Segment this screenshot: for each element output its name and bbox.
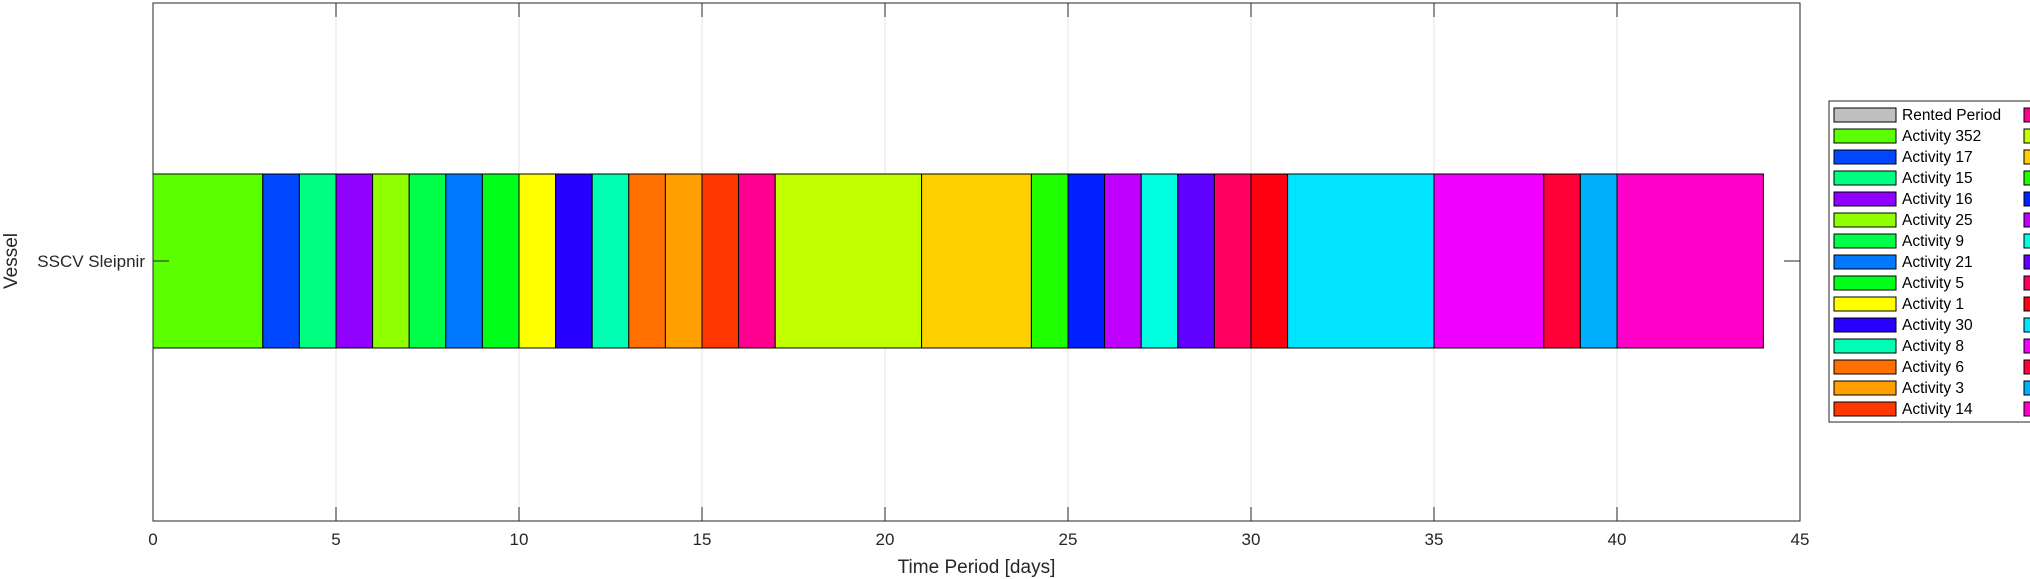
x-tick-label: 30 xyxy=(1242,530,1261,549)
legend-swatch xyxy=(1833,128,1897,144)
legend-label: Activity 6 xyxy=(1902,359,1964,376)
legend-label: Activity 14 xyxy=(1902,401,1973,418)
legend-label: Activity 16 xyxy=(1902,191,1973,208)
legend-label: Activity 5 xyxy=(1902,275,1964,292)
legend-swatch xyxy=(1833,296,1897,312)
activity-bar xyxy=(262,173,300,349)
legend-swatch xyxy=(1833,107,1897,123)
activity-bar xyxy=(1104,173,1142,349)
legend: Rented Period Activity 352 Activity 17 Acti… xyxy=(1828,100,2030,423)
legend-swatch-col2 xyxy=(2023,233,2030,249)
legend-label: Activity 3 xyxy=(1902,380,1964,397)
legend-swatch-col2 xyxy=(2023,170,2030,186)
x-tick-label: 0 xyxy=(148,530,157,549)
activity-bar xyxy=(1030,173,1069,349)
activity-bar xyxy=(555,173,593,349)
axis-ticks: 0 5 10 15 20 25 30 35 40 45 xyxy=(148,3,1809,549)
activity-bar xyxy=(1250,173,1289,349)
legend-swatch xyxy=(1833,380,1897,396)
legend-swatch xyxy=(1833,149,1897,165)
activity-bar xyxy=(1177,173,1215,349)
legend-swatch-col2 xyxy=(2023,296,2030,312)
legend-label: Activity 15 xyxy=(1902,170,1973,187)
activity-bar xyxy=(738,173,776,349)
legend-swatch xyxy=(1833,359,1897,375)
activity-bar xyxy=(1543,173,1581,349)
activity-bar xyxy=(1579,173,1618,349)
activity-bar xyxy=(701,173,740,349)
x-axis-title: Time Period [days] xyxy=(898,557,1056,578)
y-tick-label: SSCV Sleipnir xyxy=(37,252,145,271)
x-tick-label: 15 xyxy=(693,530,712,549)
legend-label: Activity 8 xyxy=(1902,338,1964,355)
legend-label: Activity 17 xyxy=(1902,149,1973,166)
activity-bar xyxy=(298,173,337,349)
legend-swatch-col2 xyxy=(2023,212,2030,228)
x-tick-label: 20 xyxy=(876,530,895,549)
legend-label: Activity 9 xyxy=(1902,233,1964,250)
activity-bar xyxy=(518,173,557,349)
legend-swatch xyxy=(1833,401,1897,417)
activity-bar xyxy=(921,173,1032,349)
activity-bar xyxy=(1140,173,1179,349)
activity-bar xyxy=(628,173,666,349)
legend-swatch-col2 xyxy=(2023,191,2030,207)
plot-area-frame xyxy=(152,2,1801,522)
legend-label: Activity 352 xyxy=(1902,128,1981,145)
x-tick-label: 40 xyxy=(1608,530,1627,549)
legend-label: Activity 30 xyxy=(1902,317,1973,334)
x-tick-label: 10 xyxy=(510,530,529,549)
y-axis-ticks: SSCV Sleipnir xyxy=(37,252,1800,271)
legend-swatch xyxy=(1833,191,1897,207)
activity-bar xyxy=(372,173,410,349)
activity-bar xyxy=(1213,173,1252,349)
activity-bars xyxy=(152,173,1764,349)
activity-bar xyxy=(664,173,703,349)
legend-swatch-col2 xyxy=(2023,149,2030,165)
legend-swatch-col2 xyxy=(2023,275,2030,291)
legend-swatch xyxy=(1833,317,1897,333)
activity-bar xyxy=(1067,173,1106,349)
activity-bar xyxy=(408,173,447,349)
activity-bar xyxy=(774,173,923,349)
legend-swatch-col2 xyxy=(2023,254,2030,270)
activity-bar xyxy=(152,173,264,349)
legend-swatch xyxy=(1833,212,1897,228)
legend-swatch-col2 xyxy=(2023,359,2030,375)
legend-swatch xyxy=(1833,275,1897,291)
legend-label: Rented Period xyxy=(1902,107,2001,124)
activity-bar xyxy=(335,173,374,349)
x-tick-label: 45 xyxy=(1791,530,1810,549)
legend-label: Activity 25 xyxy=(1902,212,1973,229)
activity-bar xyxy=(481,173,520,349)
legend-swatch-col2 xyxy=(2023,317,2030,333)
legend-swatch xyxy=(1833,170,1897,186)
legend-swatch xyxy=(1833,233,1897,249)
legend-label: Activity 1 xyxy=(1902,296,1964,313)
x-tick-label: 25 xyxy=(1059,530,1078,549)
activity-bar xyxy=(445,173,483,349)
x-tick-label: 5 xyxy=(331,530,340,549)
activity-bar xyxy=(591,173,630,349)
legend-swatch-col2 xyxy=(2023,107,2030,123)
legend-swatch-col2 xyxy=(2023,338,2030,354)
x-tick-label: 35 xyxy=(1425,530,1444,549)
activity-bar xyxy=(1433,173,1545,349)
legend-swatch-col2 xyxy=(2023,401,2030,417)
legend-swatch-col2 xyxy=(2023,380,2030,396)
activity-bar xyxy=(1287,173,1435,349)
y-axis-title: Vessel xyxy=(1,233,22,289)
legend-swatch xyxy=(1833,338,1897,354)
legend-swatch-col2 xyxy=(2023,128,2030,144)
legend-label: Activity 21 xyxy=(1902,254,1973,271)
activity-bar xyxy=(1616,173,1764,349)
legend-swatch xyxy=(1833,254,1897,270)
